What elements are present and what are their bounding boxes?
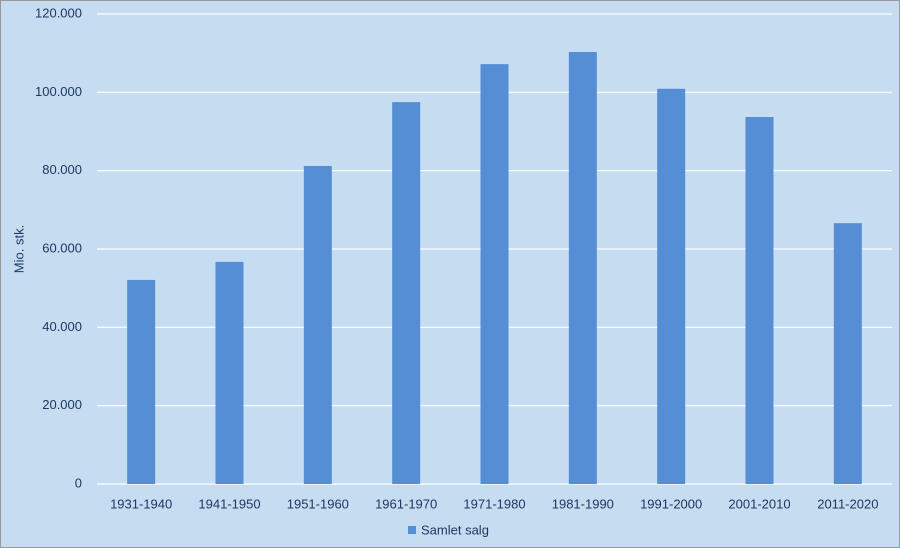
y-tick-label: 20.000 xyxy=(42,397,82,412)
bar xyxy=(657,88,686,484)
x-tick-label: 2011-2020 xyxy=(817,496,878,511)
bar xyxy=(215,261,244,484)
bar xyxy=(745,117,774,484)
y-tick-label: 60.000 xyxy=(42,240,82,255)
x-tick-label: 2001-2010 xyxy=(728,496,790,511)
y-tick-label: 40.000 xyxy=(42,319,82,334)
x-tick-label: 1951-1960 xyxy=(287,496,349,511)
bar xyxy=(392,102,421,484)
bar xyxy=(127,279,156,484)
y-tick-label: 120.000 xyxy=(35,5,82,20)
y-axis-label: Mio. stk. xyxy=(11,225,26,273)
y-tick-label: 0 xyxy=(75,475,82,490)
x-tick-label: 1971-1980 xyxy=(463,496,525,511)
x-tick-label: 1941-1950 xyxy=(198,496,260,511)
x-tick-label: 1961-1970 xyxy=(375,496,437,511)
bar xyxy=(568,51,597,484)
y-tick-label: 80.000 xyxy=(42,162,82,177)
bar xyxy=(303,165,332,484)
bar xyxy=(480,64,509,484)
bar xyxy=(833,223,862,484)
x-tick-label: 1991-2000 xyxy=(640,496,702,511)
x-tick-label: 1931-1940 xyxy=(110,496,172,511)
legend-label: Samlet salg xyxy=(421,522,489,537)
x-tick-label: 1981-1990 xyxy=(552,496,614,511)
y-tick-label: 100.000 xyxy=(35,84,82,99)
legend-swatch xyxy=(408,526,416,534)
